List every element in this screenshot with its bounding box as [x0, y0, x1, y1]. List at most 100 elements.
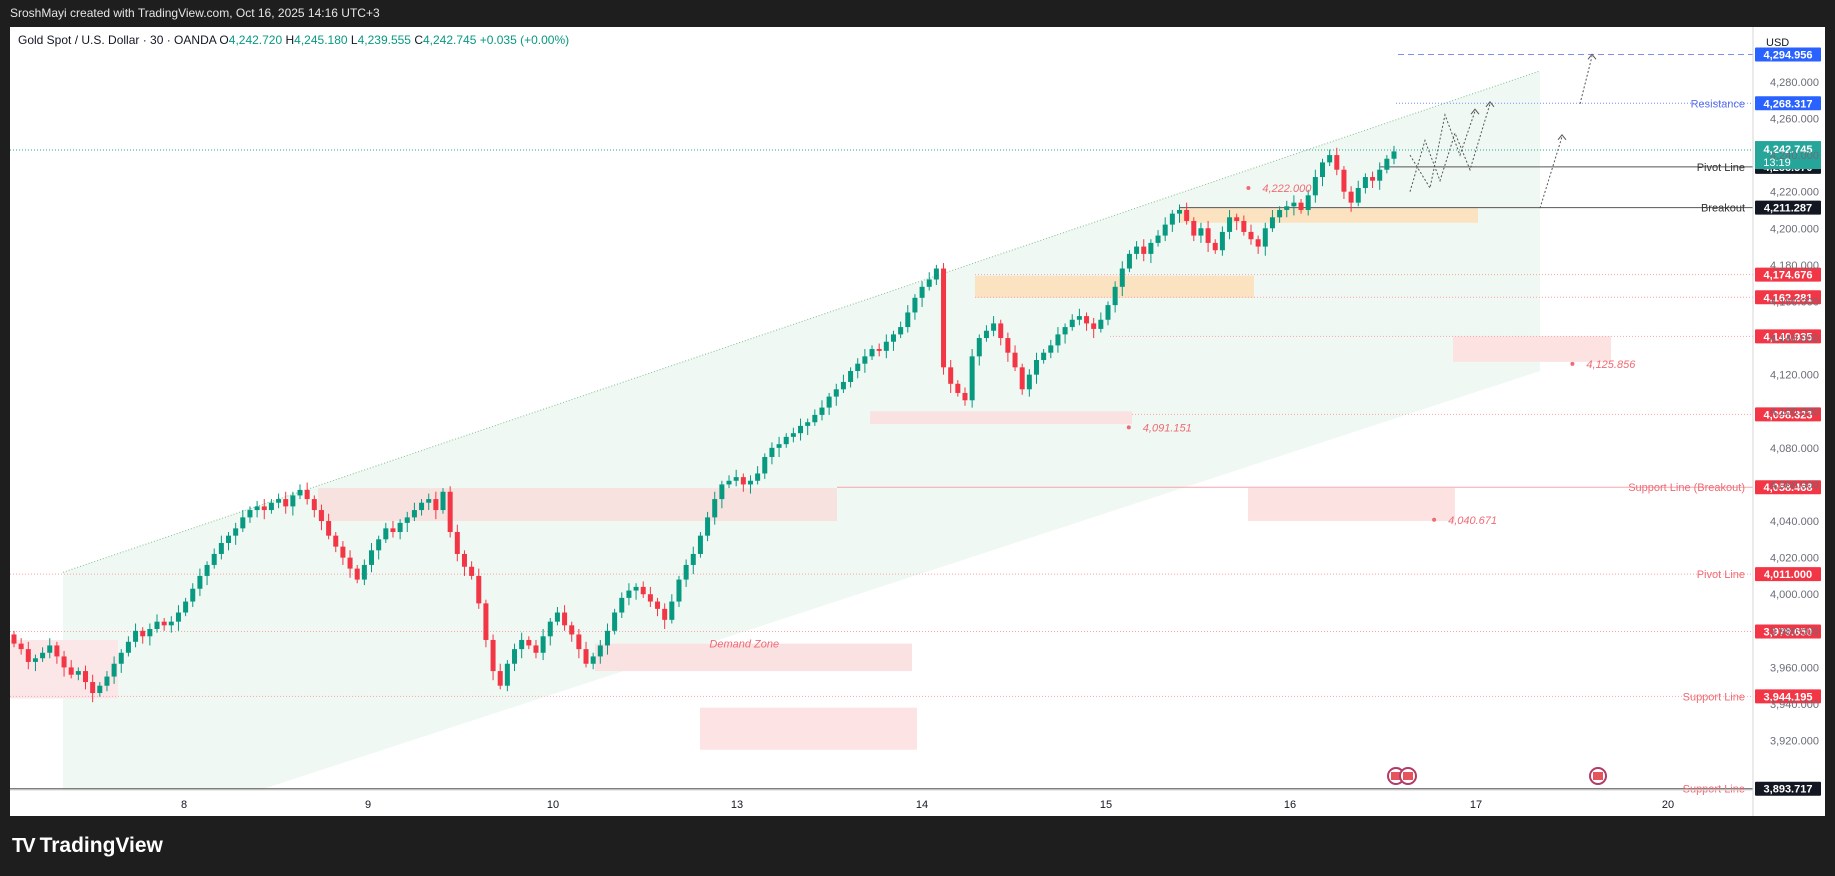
candle-body: [433, 499, 439, 511]
candle-body: [755, 473, 761, 481]
currency-label[interactable]: USD: [1766, 37, 1790, 49]
candle-body: [1348, 191, 1354, 203]
y-tick-label: 4,000.000: [1770, 589, 1819, 601]
candle-body: [1169, 213, 1175, 225]
candle-body: [254, 506, 260, 511]
candle-body: [1391, 151, 1397, 159]
candle-body: [697, 535, 703, 554]
candle-body: [361, 564, 367, 580]
event-flag-fill: [1403, 772, 1413, 780]
candle-body: [118, 652, 124, 664]
candle-body: [569, 625, 575, 635]
candle-body: [898, 327, 904, 335]
candle-body: [647, 594, 653, 602]
candle-body: [1033, 360, 1039, 375]
y-tick-label: 3,980.000: [1770, 626, 1819, 638]
candle-body: [1119, 268, 1125, 287]
annotation-text: 4,040.671: [1448, 515, 1497, 527]
price-tag-label: 3,944.195: [1764, 691, 1813, 703]
price-tag: [1755, 200, 1821, 215]
candle-body: [297, 489, 303, 496]
candle-body: [1355, 188, 1361, 203]
arrow-head: [1485, 101, 1495, 108]
event-flag-fill: [1593, 772, 1603, 780]
candle-body: [890, 334, 896, 342]
candle-body: [562, 612, 568, 626]
candle-body: [1112, 286, 1118, 306]
zone-4040: [1248, 488, 1455, 522]
candle-body: [18, 643, 24, 650]
candle-body: [390, 528, 396, 533]
candle-body: [905, 312, 911, 328]
y-tick-label: 4,020.000: [1770, 553, 1819, 565]
x-tick-label: 13: [731, 799, 743, 811]
candle-body: [612, 612, 618, 631]
price-tag: [1755, 47, 1821, 62]
price-tag: [1755, 480, 1821, 495]
candle-body: [111, 663, 117, 677]
candle-body: [54, 645, 60, 657]
y-tick-label: 3,940.000: [1770, 699, 1819, 711]
candle-body: [1377, 169, 1383, 181]
candle-body: [247, 510, 253, 518]
candle-body: [1084, 316, 1090, 324]
open-value: 4,242.720: [228, 33, 283, 47]
candle-body: [11, 634, 17, 644]
candle-body: [233, 528, 239, 536]
close-label: C: [414, 33, 423, 47]
candle-body: [640, 586, 646, 595]
candle-body: [783, 436, 789, 445]
current-price-tag: [1755, 141, 1821, 170]
tradingview-logo[interactable]: TV TradingView: [12, 834, 163, 858]
projection-path-4: [1579, 56, 1593, 104]
candle-body: [204, 564, 210, 576]
candle-body: [1012, 352, 1018, 368]
candle-body: [75, 671, 81, 675]
candle-body: [1255, 239, 1261, 247]
candle-body: [926, 279, 932, 287]
candle-body: [190, 588, 196, 602]
candle-body: [347, 557, 353, 569]
candle-body: [819, 407, 825, 415]
candle-body: [1227, 217, 1233, 232]
candle-body: [483, 603, 489, 640]
candle-body: [83, 671, 89, 683]
candle-body: [590, 656, 596, 664]
candle-body: [676, 579, 682, 602]
high-value: 4,245.180: [294, 33, 348, 47]
price-tag-label: 4,211.287: [1764, 203, 1812, 215]
arrow-head: [1470, 108, 1480, 115]
candle-body: [1234, 217, 1240, 221]
candle-body: [276, 499, 282, 503]
candle-body: [526, 639, 532, 646]
candle-body: [712, 499, 718, 518]
candle-body: [1269, 217, 1275, 229]
candle-body: [383, 528, 389, 540]
x-tick-label: 20: [1662, 799, 1674, 811]
candle-body: [869, 349, 875, 357]
price-tag-label: 4,162.281: [1764, 292, 1813, 304]
candle-body: [948, 367, 954, 384]
candle-body: [68, 667, 74, 675]
candle-body: [397, 522, 403, 533]
candle-body: [1298, 202, 1304, 210]
candle-body: [740, 477, 746, 485]
candle-body: [175, 612, 181, 622]
projection-path-1: [1409, 103, 1491, 192]
high-label: H: [285, 33, 295, 47]
change-value: +0.035 (+0.00%): [479, 33, 570, 47]
candle-body: [1041, 352, 1047, 361]
candle-body: [512, 649, 518, 664]
price-tag-label: 4,058.468: [1764, 482, 1813, 494]
candle-body: [1048, 345, 1054, 353]
symbol-name: Gold Spot / U.S. Dollar · 30 · OANDA: [18, 33, 217, 47]
annotation-dot: [1570, 361, 1575, 366]
y-tick-label: 4,160.000: [1770, 296, 1819, 308]
candle-body: [25, 649, 31, 662]
candle-body: [626, 590, 632, 598]
x-tick-label: 14: [916, 799, 928, 811]
y-tick-label: 4,200.000: [1770, 223, 1819, 235]
candle-body: [1184, 209, 1190, 221]
level-label: Resistance: [1691, 98, 1745, 110]
